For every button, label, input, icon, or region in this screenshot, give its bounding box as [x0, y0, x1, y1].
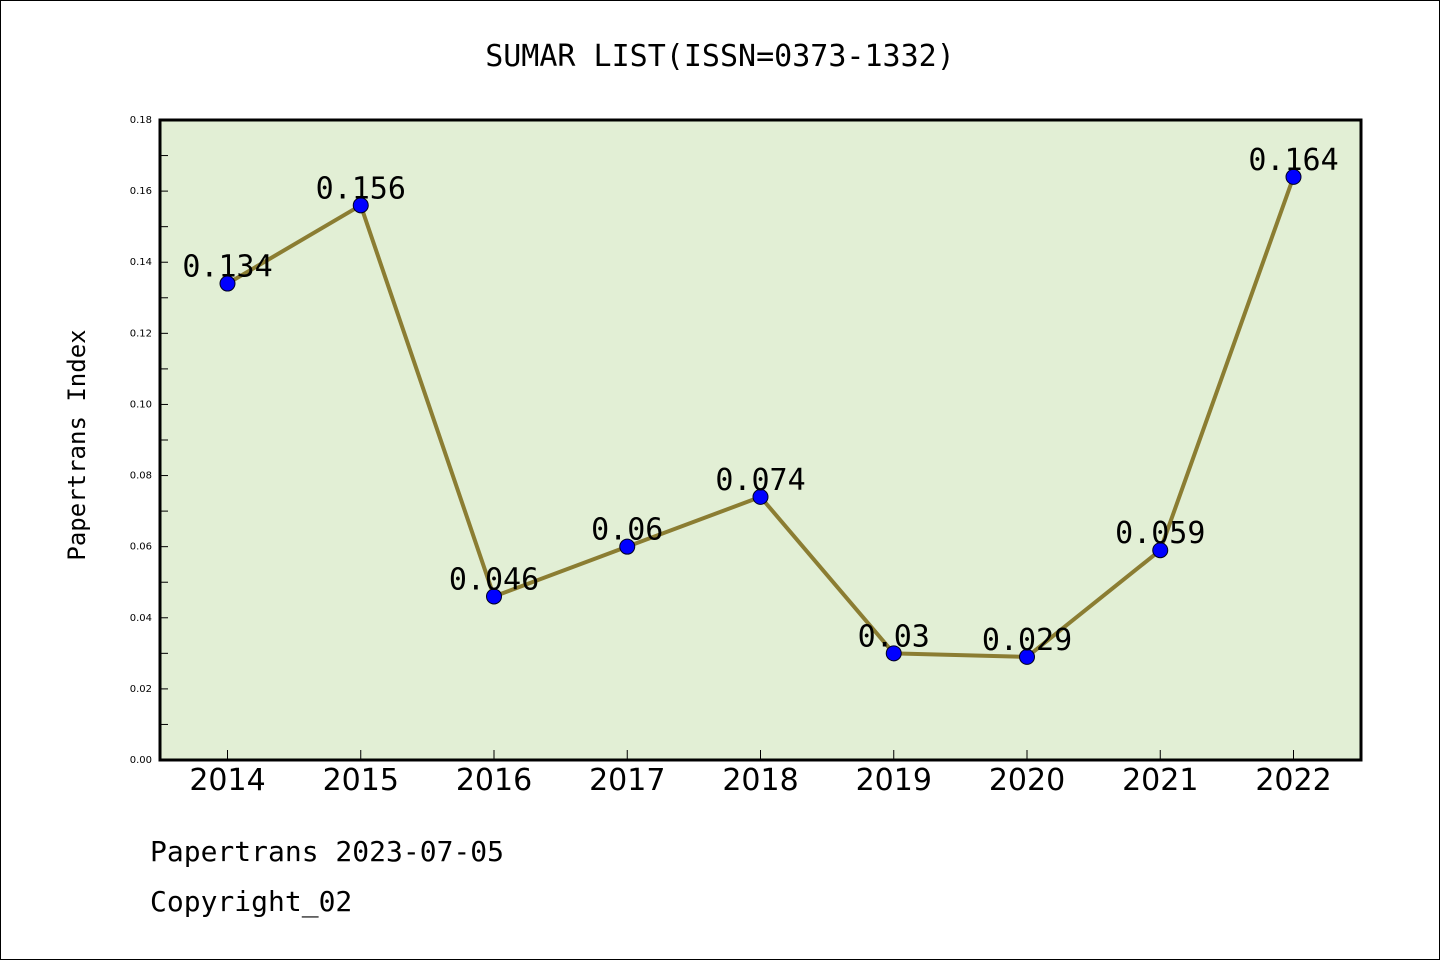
footer-date: Papertrans 2023-07-05: [150, 835, 505, 868]
data-point: [1152, 542, 1169, 559]
data-label: 0.134: [182, 250, 272, 285]
data-point: [219, 275, 236, 292]
data-point: [885, 645, 902, 662]
footer-copyright: Copyright_02: [150, 885, 353, 918]
x-tick-label: 2016: [456, 763, 532, 798]
y-tick-label: 0.18: [130, 115, 152, 126]
data-point: [1019, 648, 1035, 665]
data-label: 0.06: [591, 513, 663, 548]
y-tick-label: 0.14: [130, 257, 152, 268]
data-labels: 0.134 0.156 0.046 0.06 0.074 0.03 0.029 0.059 0.…: [182, 143, 1338, 658]
data-label: 0.074: [715, 463, 805, 498]
x-tick-label: 2019: [856, 763, 932, 798]
y-tick-label: 0.02: [130, 684, 152, 695]
data-label: 0.164: [1248, 143, 1338, 178]
y-tick-label: 0.16: [130, 186, 152, 197]
y-tick-label: 0.08: [130, 471, 152, 482]
y-axis-label: Papertrans Index: [63, 329, 91, 560]
x-tick-label: 2018: [722, 763, 798, 798]
y-tick-label: 0.04: [130, 613, 152, 624]
data-point: [1285, 168, 1302, 185]
x-tick-label: 2017: [589, 763, 665, 798]
x-tick-label: 2021: [1122, 763, 1198, 798]
chart-title: SUMAR LIST(ISSN=0373-1332): [485, 39, 955, 74]
data-point: [752, 488, 769, 505]
data-label: 0.03: [858, 619, 930, 654]
x-tick-label: 2020: [989, 763, 1065, 798]
y-tick-label: 0.10: [130, 399, 152, 410]
x-tick-label: 2015: [323, 763, 399, 798]
y-tick-label: 0.00: [130, 755, 152, 766]
data-point: [619, 538, 636, 555]
series-markers: [219, 168, 1302, 665]
data-point: [352, 197, 369, 214]
x-tick-label: 2014: [189, 763, 265, 798]
x-tick-label: 2022: [1255, 763, 1331, 798]
y-tick-label: 0.12: [130, 328, 152, 339]
data-label: 0.029: [982, 623, 1072, 658]
data-label: 0.059: [1115, 516, 1205, 551]
data-label: 0.046: [449, 562, 539, 597]
x-axis: 2014 2015 2016 2017 2018 2019 2020 2021 2022: [189, 750, 1332, 798]
data-point: [486, 588, 502, 605]
y-axis: 0.00 0.02 0.04 0.06 0.08 0.10 0.12 0.14 0.16 0.18: [130, 115, 168, 766]
data-label: 0.156: [316, 171, 406, 206]
plot-area: [158, 118, 1363, 762]
y-tick-label: 0.06: [130, 542, 152, 553]
